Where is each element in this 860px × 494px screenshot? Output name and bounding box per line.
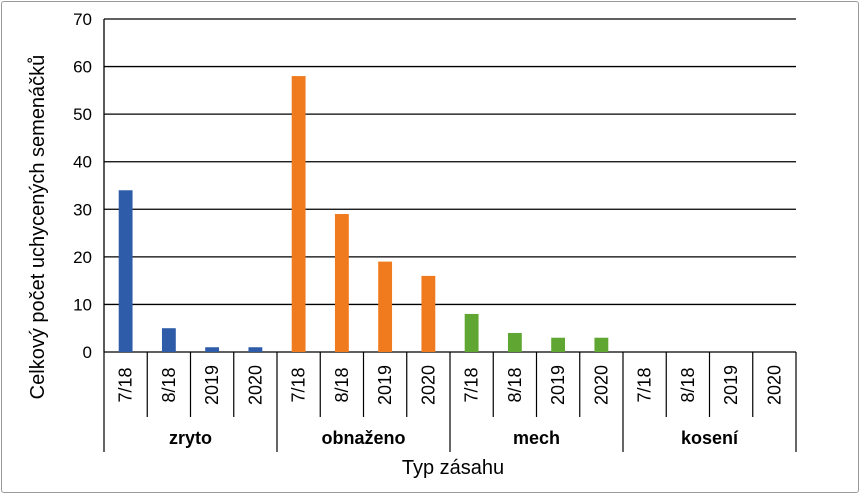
y-tick-label: 0 [83, 343, 92, 362]
category-label: 2019 [202, 365, 222, 405]
category-label: 7/18 [635, 367, 655, 402]
category-label: 2019 [721, 365, 741, 405]
category-label: 7/18 [462, 367, 482, 402]
y-axis-label: Celkový počet uchycených semenáčků [27, 55, 49, 400]
bar-mech-2020 [594, 337, 609, 352]
x-axis: 7/18 8/18 2019 2020 zryto 7/18 8/18 2019 2020 obn… [103, 352, 797, 452]
category-label: 8/18 [678, 367, 698, 402]
category-label: 2019 [548, 365, 568, 405]
y-tick-label: 40 [73, 153, 92, 172]
category-label: 2020 [764, 365, 784, 405]
category-label: 8/18 [159, 367, 179, 402]
x-axis-label: Typ zásahu [402, 457, 504, 479]
group-label: kosení [681, 428, 739, 448]
bar-obnaženo-7/18 [291, 76, 306, 352]
bar-zryto-8/18 [161, 328, 176, 352]
group-label: zryto [169, 428, 212, 448]
y-tick-label: 60 [73, 58, 92, 77]
y-tick-label: 30 [73, 200, 92, 219]
bar-zryto-2019 [205, 347, 220, 352]
category-label: 2020 [245, 365, 265, 405]
category-label: 7/18 [116, 367, 136, 402]
bar-zryto-7/18 [118, 190, 133, 352]
y-tick-label: 10 [73, 295, 92, 314]
gridlines [104, 18, 796, 353]
y-axis-ticks: 0 10 20 30 40 50 60 70 [73, 10, 105, 362]
bar-obnaženo-2019 [378, 261, 393, 352]
bars [118, 76, 609, 352]
bar-zryto-2020 [248, 347, 263, 352]
category-label: 8/18 [332, 367, 352, 402]
bar-obnaženo-8/18 [334, 214, 349, 352]
y-tick-label: 50 [73, 105, 92, 124]
bar-mech-8/18 [507, 332, 522, 352]
bar-obnaženo-2020 [421, 275, 436, 352]
bar-mech-2019 [551, 337, 566, 352]
category-label: 8/18 [505, 367, 525, 402]
category-label: 2020 [591, 365, 611, 405]
group-label: obnaženo [322, 428, 406, 448]
y-tick-label: 20 [73, 248, 92, 267]
bar-mech-7/18 [464, 313, 479, 352]
category-label: 7/18 [289, 367, 309, 402]
y-tick-label: 70 [73, 10, 92, 29]
category-label: 2020 [418, 365, 438, 405]
group-label: mech [513, 428, 560, 448]
category-label: 2019 [375, 365, 395, 405]
